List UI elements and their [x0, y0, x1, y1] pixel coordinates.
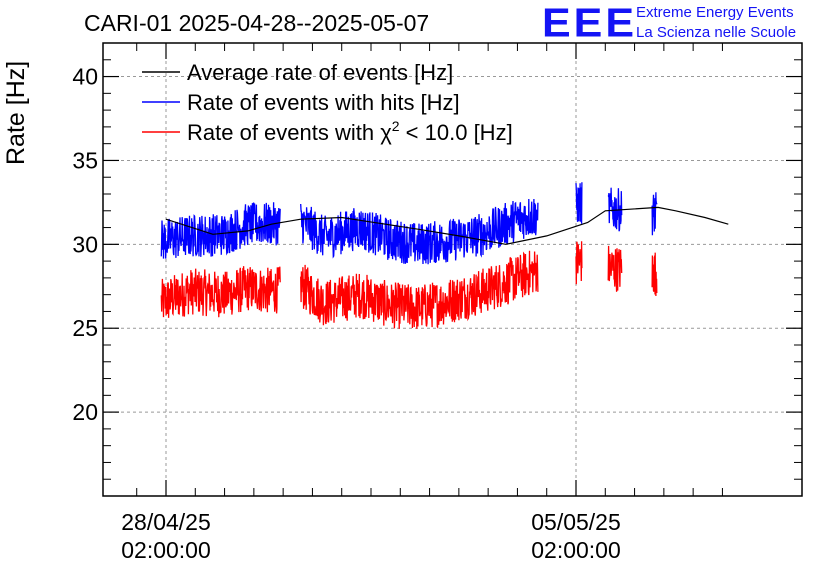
chart-title: CARI-01 2025-04-28--2025-05-07: [84, 10, 430, 36]
series-hits-line: [300, 198, 539, 265]
plot-frame: [102, 42, 803, 497]
logo-subtitle-1: Extreme Energy Events: [636, 4, 794, 21]
legend-label-chi: Rate of events with χ2 < 10.0 [Hz]: [187, 118, 513, 145]
x-tick-label-date: 28/04/25: [121, 509, 211, 535]
x-tick-label-date: 05/05/25: [531, 509, 621, 535]
y-tick-label: 30: [72, 231, 98, 257]
series-chi2-line: [160, 266, 281, 318]
series-hits-line: [651, 192, 658, 236]
y-tick-label: 35: [72, 147, 98, 173]
axis-ticks: 202530354028/04/2502:00:0005/05/2502:00:…: [72, 42, 802, 563]
series-layer: [160, 182, 729, 329]
legend-label-hits: Rate of events with hits [Hz]: [187, 90, 460, 115]
series-hits-line: [160, 202, 281, 259]
series-chi2-line: [575, 241, 583, 285]
x-tick-label-time: 02:00:00: [531, 537, 621, 563]
series-chi2-line: [607, 245, 623, 292]
y-tick-label: 20: [72, 399, 98, 425]
series-hits-line: [575, 182, 583, 224]
x-tick-label-time: 02:00:00: [121, 537, 211, 563]
y-tick-label: 40: [72, 64, 98, 90]
logo-subtitle-2: La Scienza nelle Scuole: [636, 24, 797, 41]
y-tick-label: 25: [72, 315, 98, 341]
series-chi2-line: [651, 252, 658, 297]
series-average-line: [165, 206, 729, 245]
eee-logo: EEE: [542, 0, 638, 46]
legend: Average rate of events [Hz] Rate of event…: [142, 60, 513, 145]
legend-label-avg: Average rate of events [Hz]: [187, 60, 453, 85]
series-chi2-line: [300, 250, 539, 329]
